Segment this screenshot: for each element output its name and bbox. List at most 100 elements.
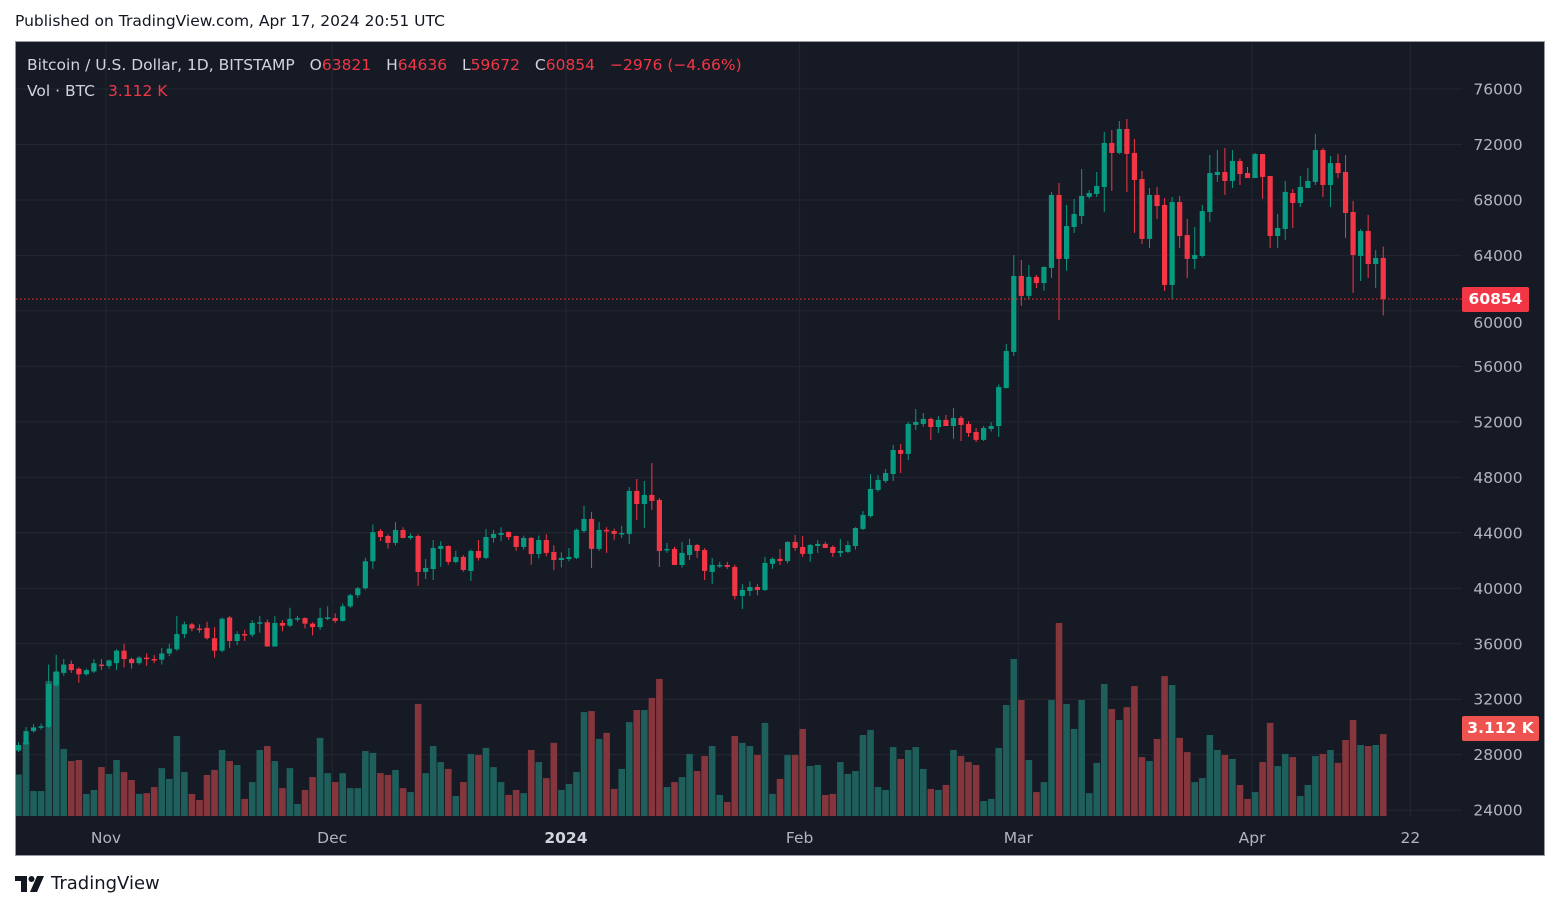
- price-tick-label: 60000: [1473, 314, 1522, 332]
- candle-body: [769, 558, 776, 564]
- candle-body: [1275, 227, 1281, 237]
- candle-body: [1244, 173, 1251, 179]
- candle-body: [1229, 160, 1236, 181]
- volume-bar: [693, 771, 701, 816]
- volume-bar: [339, 773, 347, 816]
- high-value: 64636: [397, 56, 448, 74]
- candle-body: [747, 587, 753, 591]
- volume-bar: [859, 734, 867, 816]
- candle-body: [762, 562, 768, 590]
- volume-bar: [957, 756, 965, 816]
- volume-bar: [248, 782, 256, 816]
- volume-bar: [75, 759, 83, 816]
- volume-bar: [588, 711, 595, 816]
- candle-body: [543, 540, 549, 553]
- volume-bar: [874, 787, 882, 816]
- candle-body: [415, 535, 421, 572]
- candle-body: [113, 650, 120, 664]
- volume-bar: [980, 801, 987, 816]
- candle-body: [370, 532, 376, 562]
- volume-bar: [527, 749, 535, 816]
- candle-body: [943, 419, 949, 427]
- candle-body: [309, 623, 316, 628]
- volume-bar: [226, 761, 233, 816]
- candle-body: [196, 628, 203, 631]
- volume-bar: [1281, 753, 1289, 816]
- candle-body: [573, 529, 580, 558]
- volume-bar: [128, 779, 135, 816]
- candle-body: [1358, 231, 1364, 256]
- candle-body: [837, 550, 843, 553]
- candlestick-chart[interactable]: 76000 72000 68000 64000 60000 56000 52000 48000…: [16, 42, 1544, 855]
- candle-body: [898, 450, 904, 454]
- tradingview-brand[interactable]: TradingView: [15, 873, 160, 894]
- close-value: 60854: [545, 56, 596, 74]
- candle-body: [792, 541, 798, 548]
- volume-bar: [354, 788, 362, 816]
- candle-body: [1373, 257, 1379, 265]
- candle-body: [558, 557, 564, 560]
- volume-bar: [399, 788, 407, 816]
- volume-bar: [1138, 757, 1146, 816]
- volume-bar: [45, 681, 52, 816]
- volume-bar: [618, 768, 625, 816]
- candle-body: [1169, 202, 1175, 285]
- volume-bar: [965, 762, 972, 816]
- volume-bar: [603, 732, 610, 816]
- volume-bar: [641, 710, 648, 816]
- candle-body: [928, 418, 934, 427]
- candle-body: [1335, 163, 1341, 174]
- candle-body: [1056, 194, 1062, 259]
- volume-bar: [1161, 676, 1168, 816]
- last-price-tag: 60854: [1462, 287, 1529, 312]
- volume-bar: [233, 764, 241, 816]
- price-tick-label: 64000: [1473, 247, 1522, 265]
- chart-panel[interactable]: 76000 72000 68000 64000 60000 56000 52000 48000…: [15, 41, 1545, 856]
- candle-body: [1342, 171, 1349, 213]
- volume-bar: [648, 697, 656, 816]
- volume-bar: [1198, 778, 1206, 816]
- candle-body: [1131, 152, 1138, 180]
- candle-body: [1192, 255, 1198, 259]
- volume-bar: [1033, 792, 1040, 816]
- candle-body: [61, 664, 67, 673]
- candle-body: [905, 423, 911, 454]
- candle-body: [53, 671, 59, 686]
- volume-bar: [377, 773, 384, 816]
- volume-bar: [113, 759, 120, 816]
- volume-bar: [1357, 744, 1364, 816]
- volume-bar: [1116, 720, 1123, 816]
- candle-body: [445, 545, 451, 562]
- candle-body: [377, 531, 384, 537]
- price-tick-label: 56000: [1473, 358, 1522, 376]
- candle-body: [1161, 204, 1168, 285]
- time-tick-label: 22: [1401, 829, 1421, 847]
- price-tick-label: 32000: [1473, 691, 1522, 709]
- candle-body: [732, 566, 738, 596]
- candle-body: [1320, 150, 1326, 185]
- volume-bar: [580, 712, 588, 816]
- candle-body: [1297, 186, 1303, 204]
- candle-body: [1041, 266, 1047, 284]
- price-tick-label: 36000: [1473, 635, 1522, 653]
- candle-body: [129, 659, 135, 664]
- candle-body: [294, 618, 301, 620]
- volume-bar: [716, 794, 724, 816]
- candle-body: [581, 518, 587, 532]
- candle-body: [1048, 194, 1055, 268]
- volume-bar: [60, 748, 68, 816]
- volume-bar: [1372, 744, 1379, 816]
- volume-label[interactable]: Vol · BTC: [27, 82, 95, 100]
- candle-body: [845, 545, 851, 552]
- candle-body: [1327, 163, 1334, 185]
- symbol-title[interactable]: Bitcoin / U.S. Dollar, 1D, BITSTAMP: [27, 56, 295, 74]
- volume-bar: [1221, 754, 1229, 816]
- volume-bar: [1327, 749, 1334, 816]
- candle-body: [822, 543, 828, 548]
- candle-body: [1086, 193, 1092, 197]
- volume-bar: [942, 784, 950, 816]
- volume-bar: [550, 742, 558, 816]
- volume-bar: [701, 756, 708, 816]
- candle-body: [453, 556, 459, 562]
- candle-body: [264, 622, 270, 647]
